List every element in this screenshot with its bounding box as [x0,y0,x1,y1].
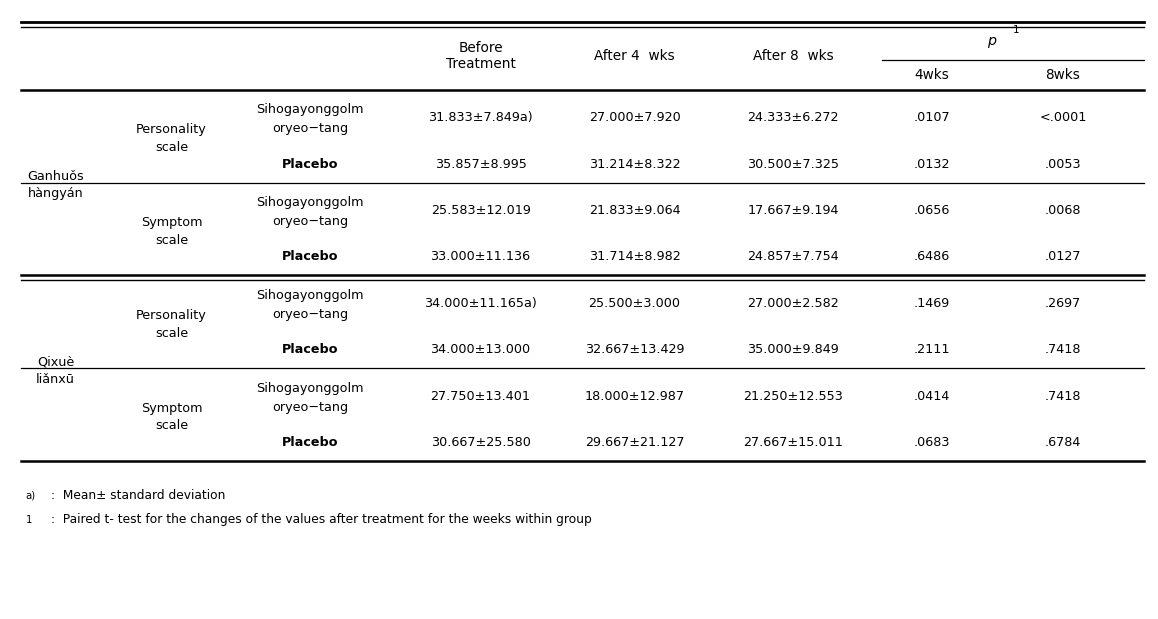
Text: Qixuè: Qixuè [37,355,74,369]
Text: 27.750±13.401: 27.750±13.401 [431,389,530,403]
Text: Sihogayonggolm: Sihogayonggolm [257,381,364,395]
Text: .1469: .1469 [914,297,951,310]
Text: .6784: .6784 [1045,436,1082,449]
Text: 1: 1 [1013,25,1019,35]
Text: p: p [988,34,996,48]
Text: 31.214±8.322: 31.214±8.322 [588,157,681,171]
Text: 30.500±7.325: 30.500±7.325 [747,157,840,171]
Text: oryeo−tang: oryeo−tang [272,308,349,321]
Text: 32.667±13.429: 32.667±13.429 [585,343,684,357]
Text: Symptom: Symptom [140,402,203,415]
Text: .0683: .0683 [914,436,951,449]
Text: 25.583±12.019: 25.583±12.019 [431,204,530,217]
Text: .0127: .0127 [1045,250,1082,264]
Text: 21.833±9.064: 21.833±9.064 [588,204,681,217]
Text: :  Mean± standard deviation: : Mean± standard deviation [51,488,226,502]
Text: 25.500±3.000: 25.500±3.000 [588,297,681,310]
Text: 27.667±15.011: 27.667±15.011 [743,436,843,449]
Text: .7418: .7418 [1045,343,1082,357]
Text: 4wks: 4wks [915,68,950,82]
Text: 1: 1 [25,515,32,525]
Text: 30.667±25.580: 30.667±25.580 [431,436,530,449]
Text: Placebo: Placebo [283,250,338,264]
Text: hàngyán: hàngyán [28,187,83,201]
Text: .7418: .7418 [1045,389,1082,403]
Text: After 8  wks: After 8 wks [753,49,834,63]
Text: 31.714±8.982: 31.714±8.982 [588,250,681,264]
Text: liǎnxū: liǎnxū [36,373,75,386]
Text: 34.000±13.000: 34.000±13.000 [431,343,530,357]
Text: Sihogayonggolm: Sihogayonggolm [257,196,364,209]
Text: 33.000±11.136: 33.000±11.136 [431,250,530,264]
Text: Ganhuǒs: Ganhuǒs [27,170,85,183]
Text: 17.667±9.194: 17.667±9.194 [747,204,840,217]
Text: .2111: .2111 [914,343,951,357]
Text: Sihogayonggolm: Sihogayonggolm [257,103,364,116]
Text: Personality: Personality [135,309,207,322]
Text: 35.000±9.849: 35.000±9.849 [747,343,840,357]
Text: scale: scale [155,233,188,247]
Text: .0132: .0132 [914,157,951,171]
Text: Personality: Personality [135,123,207,137]
Text: scale: scale [155,141,188,154]
Text: scale: scale [155,326,188,340]
Text: a): a) [25,490,36,500]
Text: .0068: .0068 [1045,204,1082,217]
Text: 35.857±8.995: 35.857±8.995 [434,157,527,171]
Text: 24.333±6.272: 24.333±6.272 [747,111,840,124]
Text: 8wks: 8wks [1046,68,1080,82]
Text: .0053: .0053 [1045,157,1082,171]
Text: 24.857±7.754: 24.857±7.754 [747,250,840,264]
Text: 29.667±21.127: 29.667±21.127 [585,436,684,449]
Text: Before
Treatment: Before Treatment [446,41,515,71]
Text: oryeo−tang: oryeo−tang [272,400,349,414]
Text: 31.833±7.849a): 31.833±7.849a) [428,111,533,124]
Text: 27.000±2.582: 27.000±2.582 [747,297,840,310]
Text: oryeo−tang: oryeo−tang [272,122,349,136]
Text: Placebo: Placebo [283,343,338,357]
Text: 34.000±11.165a): 34.000±11.165a) [424,297,537,310]
Text: Sihogayonggolm: Sihogayonggolm [257,288,364,302]
Text: 18.000±12.987: 18.000±12.987 [585,389,684,403]
Text: .0414: .0414 [914,389,951,403]
Text: Placebo: Placebo [283,157,338,171]
Text: .0656: .0656 [914,204,951,217]
Text: 27.000±7.920: 27.000±7.920 [588,111,681,124]
Text: oryeo−tang: oryeo−tang [272,215,349,228]
Text: scale: scale [155,419,188,433]
Text: 21.250±12.553: 21.250±12.553 [743,389,843,403]
Text: After 4  wks: After 4 wks [594,49,675,63]
Text: <.0001: <.0001 [1040,111,1086,124]
Text: Symptom: Symptom [140,216,203,230]
Text: Placebo: Placebo [283,436,338,449]
Text: .6486: .6486 [914,250,951,264]
Text: .0107: .0107 [914,111,951,124]
Text: :  Paired t- test for the changes of the values after treatment for the weeks wi: : Paired t- test for the changes of the … [51,513,592,527]
Text: .2697: .2697 [1045,297,1082,310]
